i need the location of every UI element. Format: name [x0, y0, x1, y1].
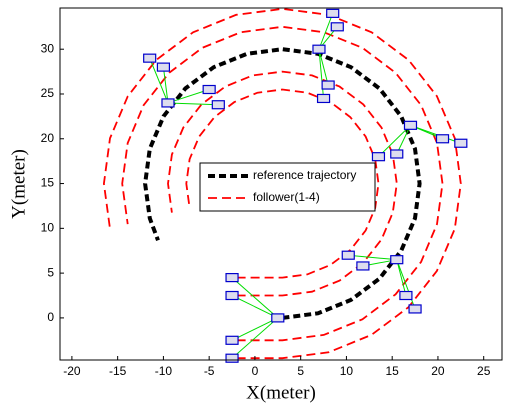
robot [390, 149, 404, 159]
y-tick-label: 10 [41, 221, 55, 235]
line [185, 88, 380, 279]
robot [156, 62, 171, 72]
robot [143, 53, 157, 63]
x-tick-label: 20 [431, 364, 445, 378]
robot [341, 250, 355, 260]
x-tick-label: -10 [155, 364, 173, 378]
y-tick-label: 20 [41, 131, 55, 145]
robot [330, 22, 344, 32]
robot [435, 134, 450, 144]
robot [454, 138, 468, 148]
robot [202, 84, 216, 95]
x-tick-label: -5 [204, 364, 215, 378]
formation-link [318, 49, 329, 86]
robot [225, 335, 239, 345]
y-axis-label: Y(meter) [8, 149, 29, 219]
robot [312, 44, 326, 54]
formation-link [167, 102, 219, 106]
robot [225, 353, 239, 363]
robot [403, 120, 418, 130]
y-tick-label: 0 [47, 310, 54, 324]
y-tick-label: 30 [41, 41, 55, 55]
formation-link [378, 124, 411, 158]
formation-link [231, 317, 279, 359]
x-tick-label: 0 [252, 364, 259, 378]
robot [408, 304, 422, 314]
formation-link [396, 125, 411, 155]
robot [390, 255, 404, 265]
robot [356, 261, 370, 271]
x-tick-label: 25 [477, 364, 491, 378]
robot [225, 272, 239, 283]
legend-box [199, 162, 376, 212]
x-tick-label: -20 [63, 364, 81, 378]
formation-link [396, 259, 416, 310]
x-tick-label: 15 [386, 364, 400, 378]
robot [211, 100, 225, 110]
robot [326, 8, 340, 18]
formation-link [396, 259, 407, 296]
robot [399, 290, 413, 301]
robot [321, 80, 335, 90]
x-tick-label: 5 [297, 364, 304, 378]
formation-link [167, 89, 210, 104]
y-tick-label: 25 [41, 86, 55, 100]
x-tick-label: -15 [109, 364, 127, 378]
line [167, 70, 398, 297]
x-axis-label: X(meter) [246, 382, 316, 403]
line [143, 47, 422, 320]
formation-link [318, 13, 334, 50]
formation-link [318, 49, 325, 99]
robot [271, 313, 285, 323]
line [121, 25, 444, 342]
robot [225, 290, 239, 301]
plot-layer [102, 7, 468, 363]
legend-label: follower(1-4) [253, 190, 320, 204]
formation-link [231, 295, 279, 319]
formation-link [410, 124, 461, 144]
y-tick-label: 5 [47, 265, 54, 279]
formation-link [231, 277, 279, 319]
formation-link [162, 67, 169, 104]
legend-label: reference trajectory [253, 168, 356, 182]
formation-link [348, 254, 397, 261]
formation-link [231, 317, 279, 341]
robot [371, 152, 386, 162]
y-tick-label: 15 [41, 176, 55, 190]
x-tick-label: 10 [340, 364, 354, 378]
robot [161, 98, 175, 108]
line [102, 7, 462, 360]
robot [316, 93, 331, 104]
formation-link [149, 57, 169, 104]
